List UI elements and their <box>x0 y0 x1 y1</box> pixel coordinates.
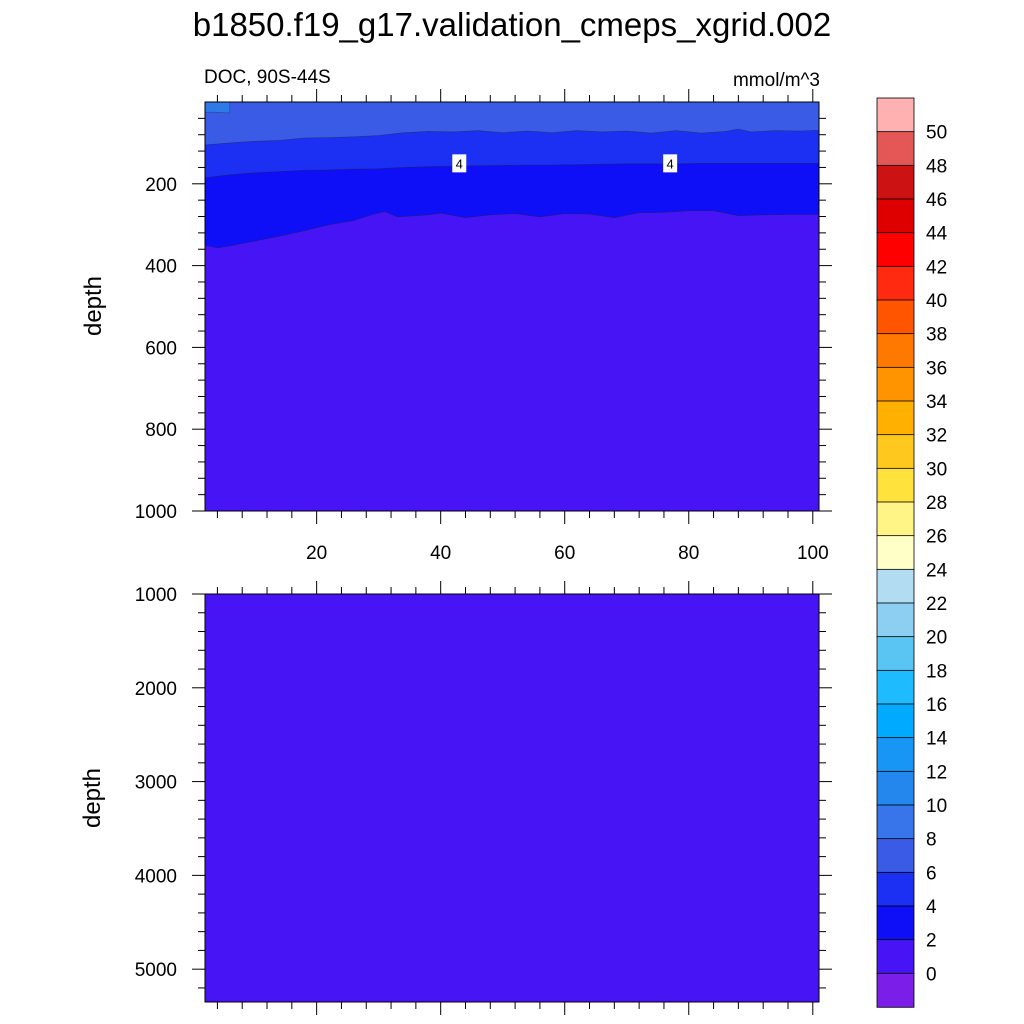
colorbar-swatch <box>876 467 915 503</box>
colorbar-swatch <box>876 838 915 874</box>
colorbar-label: 32 <box>926 426 947 447</box>
colorbar-swatch <box>876 871 915 907</box>
x-tick-label: 20 <box>306 543 327 564</box>
x-tick-label: 60 <box>554 543 575 564</box>
x-tick-label: 80 <box>678 543 699 564</box>
colorbar-swatch <box>876 400 915 436</box>
colorbar-label: 4 <box>926 897 937 918</box>
y-tick-label: 1000 <box>135 585 177 606</box>
colorbar-swatch <box>876 804 915 840</box>
colorbar-label: 30 <box>926 459 947 480</box>
colorbar-swatch <box>876 232 915 268</box>
colorbar-label: 46 <box>926 190 947 211</box>
colorbar-label: 36 <box>926 358 947 379</box>
contour-label: 4 <box>456 156 463 171</box>
colorbar-label: 50 <box>926 123 947 144</box>
colorbar-label: 40 <box>926 291 947 312</box>
y-tick-label: 5000 <box>135 960 177 981</box>
colorbar-label: 6 <box>926 863 937 884</box>
y-tick-label: 3000 <box>135 773 177 794</box>
colorbar-label: 22 <box>926 594 947 615</box>
y-tick-label: 200 <box>145 175 177 196</box>
colorbar-swatch <box>876 972 915 1008</box>
colorbar-label: 2 <box>926 931 937 952</box>
colorbar-label: 14 <box>926 729 948 750</box>
contour-label-box <box>663 154 678 173</box>
contour-fill-6-8 <box>204 101 820 146</box>
colorbar-swatch <box>876 501 915 537</box>
colorbar-label: 20 <box>926 628 947 649</box>
upper-depth-panel: 4 4 200 400 600 800 1000 20 40 60 80 100 DOC, 90S-… <box>80 67 832 564</box>
colorbar-swatch <box>876 198 915 234</box>
colorbar-swatch <box>876 703 915 739</box>
colorbar-swatch <box>876 568 915 604</box>
colorbar-swatch <box>876 434 915 470</box>
colorbar-swatch <box>876 366 915 402</box>
y-tick-label: 4000 <box>135 866 177 887</box>
colorbar-label: 8 <box>926 830 937 851</box>
colorbar-swatch <box>876 97 915 133</box>
colorbar-label: 0 <box>926 964 937 985</box>
colorbar-label: 38 <box>926 325 947 346</box>
colorbar-swatch <box>876 299 915 335</box>
colorbar-swatch <box>876 164 915 200</box>
x-tick-label: 100 <box>797 543 829 564</box>
colorbar-swatch <box>876 939 915 975</box>
colorbar-label: 42 <box>926 257 947 278</box>
contour-fill-8-10 <box>204 101 231 114</box>
contour-label-box <box>452 154 467 173</box>
colorbar-swatch <box>876 535 915 571</box>
contour-label: 4 <box>667 156 674 171</box>
lower-y-axis-label: depth <box>79 768 106 828</box>
colorbar-label: 24 <box>926 560 948 581</box>
colorbar-label: 18 <box>926 661 947 682</box>
x-tick-label: 40 <box>430 543 451 564</box>
colorbar-label: 34 <box>926 392 948 413</box>
y-tick-label: 800 <box>145 420 177 441</box>
y-tick-label: 600 <box>145 338 177 359</box>
variable-label: DOC, 90S-44S <box>204 67 331 88</box>
colorbar-swatch <box>876 131 915 167</box>
colorbar-label: 26 <box>926 527 947 548</box>
units-label: mmol/m^3 <box>733 70 820 91</box>
upper-y-axis-label: depth <box>80 276 107 336</box>
colorbar-label: 10 <box>926 796 947 817</box>
colorbar-swatch <box>876 669 915 705</box>
y-tick-label: 1000 <box>135 502 177 523</box>
colorbar: 5048464442403836343230282624222018161412… <box>876 97 948 1008</box>
colorbar-label: 16 <box>926 695 947 716</box>
colorbar-swatch <box>876 333 915 369</box>
lower-panel-frame <box>204 593 820 1003</box>
colorbar-swatch <box>876 265 915 301</box>
upper-panel-frame <box>204 101 820 512</box>
chart-title: b1850.f19_g17.validation_cmeps_xgrid.002 <box>193 6 831 43</box>
y-tick-label: 400 <box>145 257 177 278</box>
contour-fill-0-2 <box>205 594 819 1002</box>
colorbar-label: 28 <box>926 493 947 514</box>
colorbar-swatch <box>876 602 915 638</box>
colorbar-swatch <box>876 905 915 941</box>
y-tick-label: 2000 <box>135 679 177 700</box>
colorbar-swatch <box>876 636 915 672</box>
colorbar-swatch <box>876 770 915 806</box>
colorbar-swatch <box>876 737 915 773</box>
colorbar-label: 44 <box>926 224 948 245</box>
colorbar-label: 48 <box>926 156 947 177</box>
lower-depth-panel: 1000 2000 3000 4000 5000 depth <box>79 581 832 1015</box>
colorbar-label: 12 <box>926 762 947 783</box>
